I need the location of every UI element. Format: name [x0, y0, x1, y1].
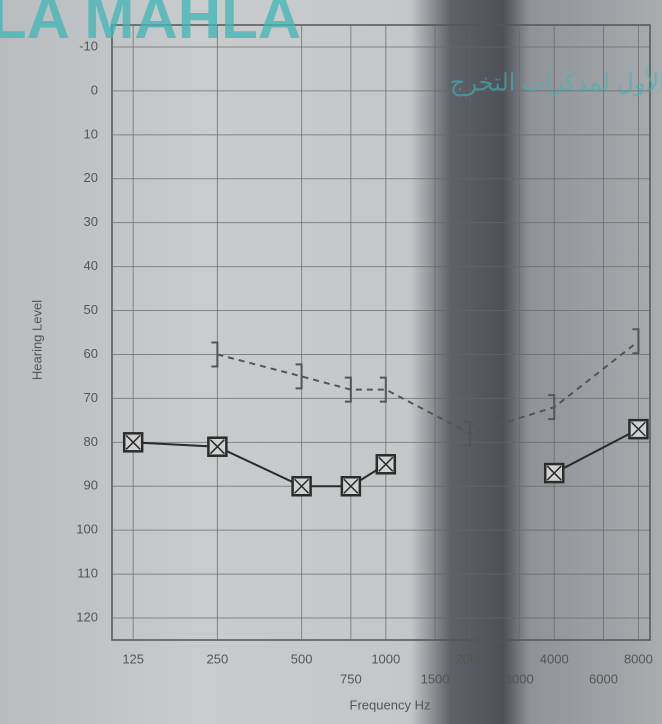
y-tick-label: 0 [91, 82, 98, 97]
data-point [375, 454, 397, 475]
x-tick-label: 4000 [540, 651, 569, 666]
data-point [295, 363, 303, 390]
y-tick-label: 50 [84, 302, 98, 317]
y-tick-label: 10 [84, 126, 98, 141]
marker-cross [209, 439, 225, 455]
data-point [543, 462, 565, 484]
data-point [548, 394, 556, 421]
y-tick-label: 30 [84, 214, 98, 229]
series-line [217, 340, 640, 435]
x-tick-label: 125 [122, 651, 144, 666]
marker-cross [630, 421, 646, 437]
x-tick-label: 250 [207, 651, 229, 666]
x-tick-label: 2000 [456, 651, 485, 666]
y-tick-label: 80 [84, 434, 98, 449]
series-line [553, 428, 639, 474]
x-tick-label: 500 [291, 651, 313, 666]
x-tick-label: 1500 [421, 671, 450, 686]
x-tick-label: 8000 [624, 651, 653, 666]
y-tick-label: -10 [79, 38, 98, 53]
marker-cross [294, 478, 310, 494]
data-point [211, 341, 219, 368]
y-tick-label: 60 [84, 346, 98, 361]
data-point [628, 418, 649, 440]
marker-cross [378, 456, 394, 472]
x-tick-label: 6000 [589, 671, 618, 686]
data-point [340, 476, 362, 497]
y-tick-label: 90 [84, 478, 98, 493]
x-tick-label: 750 [340, 671, 362, 686]
data-point [632, 328, 640, 355]
data-point [207, 436, 228, 457]
plot-frame [111, 24, 651, 641]
y-tick-label: 110 [77, 566, 98, 581]
x-tick-label: 3000 [505, 671, 534, 686]
x-tick-label: 1000 [371, 651, 400, 666]
marker-cross [546, 465, 562, 481]
y-tick-label: 120 [76, 609, 98, 624]
marker-cross [343, 478, 359, 494]
marker-cross [125, 434, 141, 450]
y-tick-label: 20 [84, 170, 98, 185]
data-point [291, 476, 312, 497]
y-tick-label: 40 [84, 258, 98, 273]
data-point [379, 376, 387, 403]
y-tick-label: 100 [76, 522, 98, 537]
y-tick-label: 70 [84, 390, 98, 405]
data-point [122, 432, 144, 453]
data-point [464, 420, 472, 447]
watermark-title: LA MAHLA [0, 0, 301, 51]
y-axis-label: Hearing Level [29, 300, 44, 380]
x-axis-label: Frequency Hz [350, 697, 431, 712]
watermark-subtitle: المصدر الأول لمذكرات التخرج [450, 66, 662, 96]
marks: -10 0 10 20 30 40 50 60 70 80 90 100 110 120 125 250 500… [76, 25, 653, 686]
data-point [344, 376, 352, 403]
